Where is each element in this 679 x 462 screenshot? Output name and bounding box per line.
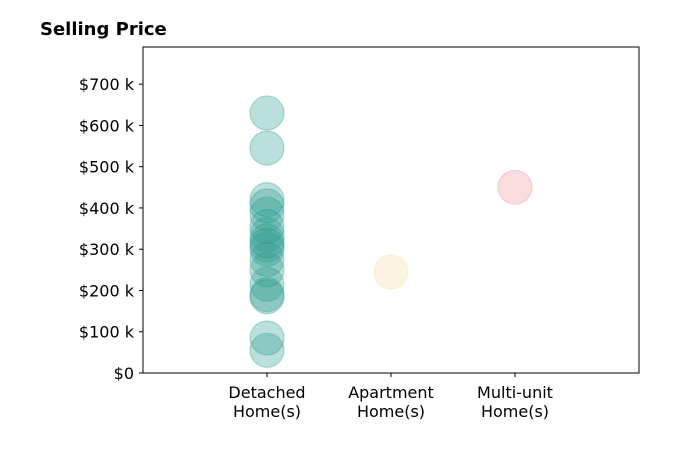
data-point [249, 276, 285, 313]
y-tick-label: $400 k [79, 199, 135, 218]
y-tick-label: $600 k [79, 116, 135, 135]
x-axis: Detached Home(s)Apartment Home(s)Multi-uni… [228, 373, 553, 421]
y-axis: $0 $100 k $200 k $300 k $400 k $500 k $600 k $7… [79, 75, 143, 383]
chart-title: Selling Price [40, 19, 167, 40]
x-tick-label-line: Apartment [348, 383, 434, 402]
data-point [249, 241, 285, 278]
data-point [249, 188, 285, 224]
y-tick-label: $100 k [79, 323, 135, 342]
data-point [249, 217, 285, 253]
plot-area [142, 46, 640, 374]
data-point [249, 208, 285, 245]
x-tick-label-line: Home(s) [481, 402, 549, 421]
data-point [249, 279, 285, 315]
data-point [249, 266, 285, 302]
data-point [249, 231, 285, 267]
data-point [249, 227, 285, 263]
data-point [249, 130, 285, 166]
data-point [249, 196, 285, 232]
x-tick-label: Multi-unit Home(s) [477, 383, 553, 421]
y-tick-label: $200 k [79, 281, 135, 300]
data-point [249, 95, 285, 131]
data-point [249, 223, 285, 259]
x-tick-label-line: Home(s) [233, 402, 301, 421]
y-tick-label: $0 [114, 364, 134, 383]
x-tick-label-line: Home(s) [357, 402, 425, 421]
x-tick-label: Detached Home(s) [228, 383, 305, 421]
data-point [249, 252, 285, 288]
y-tick-label: $300 k [79, 240, 135, 259]
data-point [249, 320, 285, 356]
x-tick-label-line: Multi-unit [477, 383, 553, 402]
y-tick-label: $700 k [79, 75, 135, 94]
data-points [249, 95, 533, 368]
y-tick-label: $500 k [79, 158, 135, 177]
x-tick-label: Apartment Home(s) [348, 383, 434, 421]
data-point [497, 169, 533, 205]
data-point [373, 254, 409, 290]
x-tick-label-line: Detached [228, 383, 305, 402]
data-point [249, 332, 285, 368]
data-point [249, 182, 285, 218]
